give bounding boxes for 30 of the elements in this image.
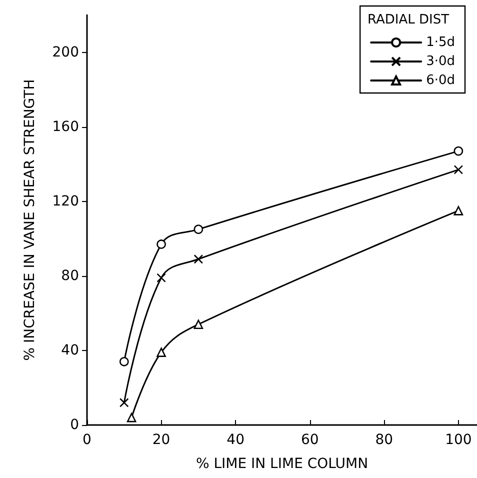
y-axis-title: % INCREASE IN VANE SHEAR STRENGTH xyxy=(22,79,38,361)
y-tick-label: 80 xyxy=(61,268,79,284)
y-tick-label: 0 xyxy=(70,417,79,433)
point xyxy=(454,146,464,156)
x-axis-title: % LIME IN LIME COLUMN xyxy=(196,456,368,472)
point xyxy=(194,224,204,234)
x-tick-label: 60 xyxy=(300,432,319,448)
point xyxy=(194,320,204,330)
y-tick-label: 40 xyxy=(61,342,79,358)
point xyxy=(454,206,464,216)
y-tick-label: 200 xyxy=(52,44,79,60)
point xyxy=(156,240,166,249)
point xyxy=(194,254,204,264)
x-tick-label: 20 xyxy=(152,432,170,448)
legend-label: 1·5d xyxy=(426,35,456,50)
point xyxy=(119,398,129,408)
legend-label: 6·0d xyxy=(426,73,456,88)
x-tick-label: 40 xyxy=(226,432,244,448)
y-tick-label: 120 xyxy=(52,193,79,210)
y-tick-label: 160 xyxy=(52,118,79,135)
point xyxy=(156,273,166,282)
legend-title: RADIAL DIST xyxy=(367,12,450,28)
legend-label: 3·0d xyxy=(426,54,456,69)
x-tick-label: 80 xyxy=(375,432,394,448)
point xyxy=(156,348,166,357)
point xyxy=(454,165,464,174)
point xyxy=(120,356,129,366)
x-tick-label: 0 xyxy=(82,432,92,448)
point xyxy=(126,412,136,422)
x-tick-label: 100 xyxy=(445,432,472,448)
